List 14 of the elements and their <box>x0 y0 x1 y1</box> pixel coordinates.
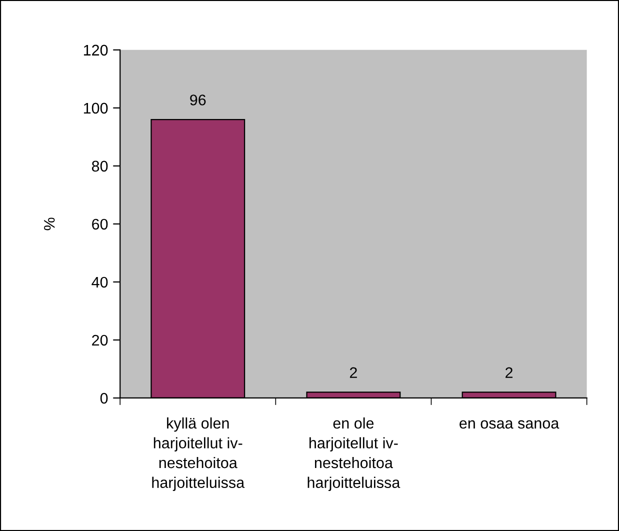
data-label: 96 <box>190 94 206 106</box>
y-tick-label: 40 <box>92 276 108 288</box>
y-tick-label: 100 <box>84 102 108 114</box>
y-axis-title: % <box>44 218 55 230</box>
x-tick-label: en ole harjoitellut iv- nestehoitoa harjoitteluissa <box>308 417 400 492</box>
y-tick-label: 20 <box>92 334 108 346</box>
y-tick-label: 60 <box>92 218 108 230</box>
y-tick-label: 0 <box>100 392 108 404</box>
y-tick-label: 120 <box>84 44 108 56</box>
data-label: 2 <box>506 367 513 378</box>
y-tick-label: 80 <box>92 160 108 172</box>
x-tick-label: kyllä olen harjoitellut iv- nestehoitoa harjoitteluissa <box>152 417 245 492</box>
data-label: 2 <box>350 367 357 378</box>
x-tick-label: en osaa sanoa <box>460 420 560 429</box>
